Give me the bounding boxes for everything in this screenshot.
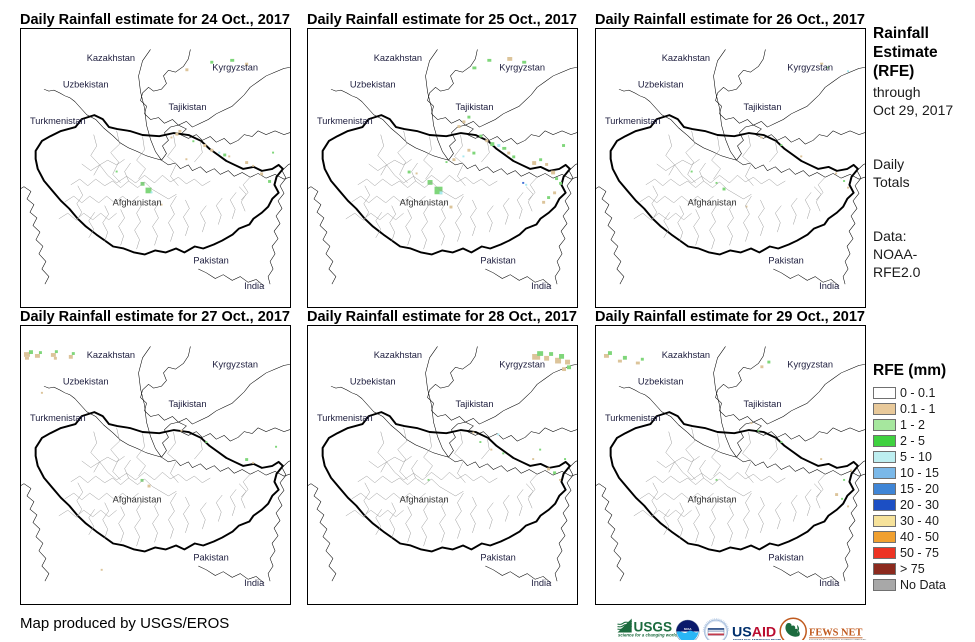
svg-text:science for a changing world: science for a changing world: [618, 633, 678, 638]
svg-text:FAMINE EARLY WARNING SYSTEMS N: FAMINE EARLY WARNING SYSTEMS NETWORK: [809, 639, 867, 640]
svg-text:FROM THE AMERICAN PEOPLE: FROM THE AMERICAN PEOPLE: [733, 638, 785, 640]
svg-text:NOAA: NOAA: [684, 627, 692, 631]
svg-text:FEWS NET: FEWS NET: [809, 628, 862, 639]
